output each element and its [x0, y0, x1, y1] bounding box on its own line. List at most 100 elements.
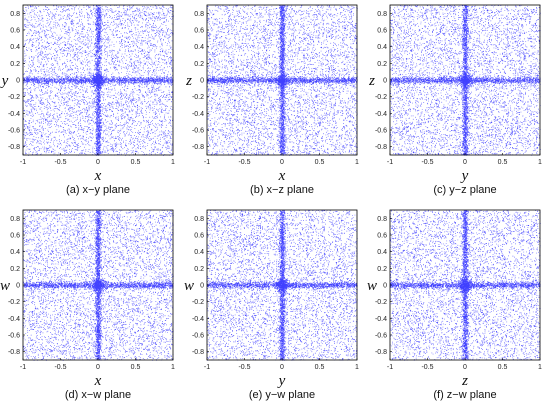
y-tick-label: 0.4 [10, 249, 20, 256]
y-tick-label: 0 [200, 78, 204, 85]
y-tick-label: -0.6 [8, 333, 20, 340]
x-tick-label: -0.5 [238, 159, 250, 166]
scatter-panel-1: -1 -0.5 0 0.5 1 0.8 0.6 0.4 0.2 0 -0.2 -0.4 -0.6 -0.8… [0, 4, 175, 196]
x-tick-label: 0.5 [131, 364, 141, 371]
y-tick-label: 0.4 [377, 249, 387, 256]
y-tick-label: -0.2 [8, 299, 20, 306]
x-tick-label: 0.5 [315, 159, 325, 166]
y-axis-label: w [0, 278, 10, 294]
x-tick-label: 0 [463, 159, 467, 166]
scatter-point-cloud [23, 5, 174, 156]
y-tick-label: 0.2 [10, 266, 20, 273]
panel-caption: (f) z−w plane [433, 389, 496, 401]
x-tick-label: 1 [538, 159, 542, 166]
scatter-points [23, 5, 174, 156]
y-tick-label: -0.6 [375, 333, 387, 340]
scatter-point-cloud [390, 5, 541, 156]
y-tick-label: -0.8 [375, 144, 387, 151]
x-tick-label: 0.5 [131, 159, 141, 166]
x-tick-label: -1 [387, 159, 393, 166]
y-tick-label: -0.8 [192, 144, 204, 151]
panel-caption: (c) y−z plane [433, 184, 496, 196]
y-tick-label: 0.6 [194, 28, 204, 35]
x-tick-label: 0 [96, 364, 100, 371]
y-tick-label: 0.2 [10, 61, 20, 68]
y-tick-label: -0.4 [192, 316, 204, 323]
y-tick-label: -0.4 [192, 111, 204, 118]
scatter-points [390, 5, 541, 156]
y-tick-label: 0.4 [377, 44, 387, 51]
scatter-point-cloud [207, 210, 358, 361]
x-tick-label: -0.5 [421, 364, 433, 371]
x-tick-label: 1 [355, 159, 359, 166]
x-axis-label: y [277, 373, 286, 389]
x-axis-label: x [94, 168, 102, 184]
scatter-points [23, 210, 174, 361]
x-axis-label: z [461, 373, 468, 389]
x-tick-label: -1 [204, 364, 210, 371]
scatter-point-cloud [390, 210, 541, 361]
y-tick-label: -0.4 [8, 316, 20, 323]
y-tick-label: 0.4 [10, 44, 20, 51]
scatter-points [390, 210, 541, 361]
y-tick-label: 0.8 [377, 216, 387, 223]
y-tick-label: -0.2 [8, 94, 20, 101]
scatter-panel-2: -1 -0.5 0 0.5 1 0.8 0.6 0.4 0.2 0 -0.2 -0.4 -0.6 -0.8… [185, 4, 359, 196]
x-tick-label: 0 [463, 364, 467, 371]
y-tick-label: 0.6 [377, 28, 387, 35]
y-tick-label: -0.2 [375, 299, 387, 306]
y-axis-label: w [367, 278, 377, 294]
y-tick-label: 0.8 [10, 216, 20, 223]
scatter-points [207, 5, 358, 156]
y-tick-label: -0.6 [192, 128, 204, 135]
x-tick-label: -1 [20, 159, 26, 166]
x-tick-label: -0.5 [54, 159, 66, 166]
y-tick-label: -0.6 [375, 128, 387, 135]
x-tick-label: 0.5 [498, 159, 508, 166]
y-tick-label: -0.8 [8, 349, 20, 356]
y-tick-label: -0.8 [8, 144, 20, 151]
y-tick-label: -0.4 [375, 316, 387, 323]
scatter-panel-3: -1 -0.5 0 0.5 1 0.8 0.6 0.4 0.2 0 -0.2 -0.4 -0.6 -0.8… [368, 4, 542, 196]
y-tick-label: 0.6 [377, 233, 387, 240]
y-tick-label: 0.6 [194, 233, 204, 240]
y-tick-label: 0.8 [377, 11, 387, 18]
y-tick-label: -0.2 [192, 94, 204, 101]
y-tick-label: -0.4 [8, 111, 20, 118]
panel-caption: (a) x−y plane [66, 184, 130, 196]
x-tick-label: -0.5 [421, 159, 433, 166]
y-tick-label: -0.6 [8, 128, 20, 135]
scatter-point-cloud [207, 5, 358, 156]
scatter-panel-5: -1 -0.5 0 0.5 1 0.8 0.6 0.4 0.2 0 -0.2 -0.4 -0.6 -0.8… [184, 209, 359, 401]
y-tick-label: -0.4 [375, 111, 387, 118]
x-tick-label: -1 [387, 364, 393, 371]
y-tick-label: -0.8 [192, 349, 204, 356]
y-axis-label: y [0, 73, 9, 89]
y-tick-label: 0.8 [10, 11, 20, 18]
x-tick-label: 0.5 [315, 364, 325, 371]
y-tick-label: 0 [200, 283, 204, 290]
x-tick-label: -0.5 [54, 364, 66, 371]
scatter-panel-6: -1 -0.5 0 0.5 1 0.8 0.6 0.4 0.2 0 -0.2 -0.4 -0.6 -0.8… [367, 209, 542, 401]
y-tick-label: -0.6 [192, 333, 204, 340]
panel-caption: (b) x−z plane [250, 184, 314, 196]
x-tick-label: 1 [355, 364, 359, 371]
y-tick-label: 0.4 [194, 249, 204, 256]
x-tick-label: -1 [204, 159, 210, 166]
scatter-point-cloud [23, 210, 174, 361]
y-tick-label: -0.2 [375, 94, 387, 101]
y-tick-label: 0 [16, 283, 20, 290]
y-tick-label: 0.8 [194, 11, 204, 18]
x-tick-label: 1 [171, 364, 175, 371]
y-tick-label: 0 [383, 283, 387, 290]
y-tick-label: -0.2 [192, 299, 204, 306]
x-tick-label: 0 [96, 159, 100, 166]
y-tick-label: 0.8 [194, 216, 204, 223]
y-tick-label: 0.6 [10, 28, 20, 35]
y-tick-label: 0.2 [377, 61, 387, 68]
scatter-points [207, 210, 358, 361]
x-axis-label: x [278, 168, 286, 184]
y-tick-label: 0.2 [377, 266, 387, 273]
y-axis-label: w [184, 278, 194, 294]
